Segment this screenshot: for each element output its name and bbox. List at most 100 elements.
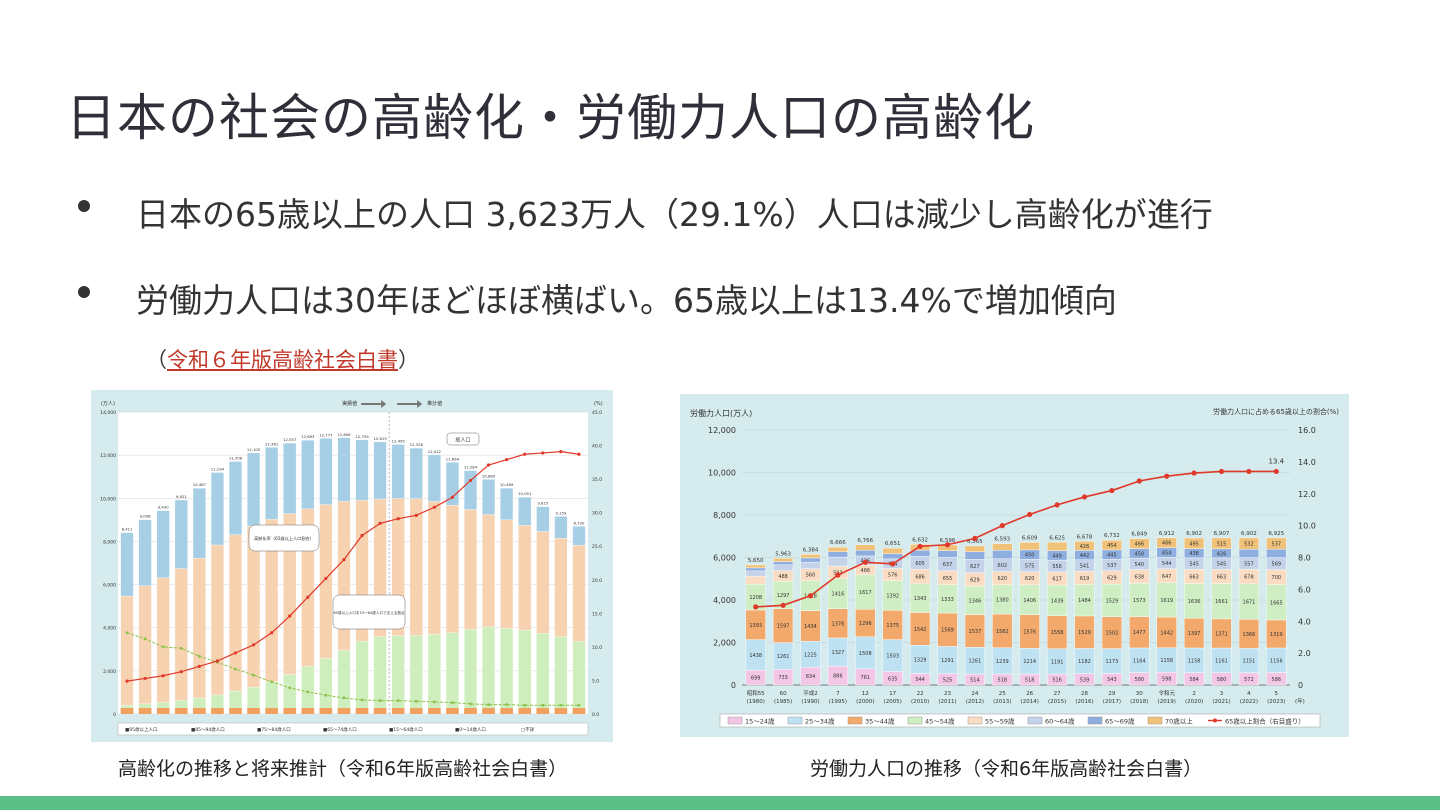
bar-segment-15-64 <box>464 509 477 630</box>
segment-value-label: 586 <box>1272 677 1282 683</box>
segment-value-label: 647 <box>1162 574 1172 580</box>
bar-segment-0-14 <box>301 440 315 509</box>
segment-value-label: 514 <box>970 678 980 684</box>
total-label: 8,700 <box>574 520 585 525</box>
bar-segment <box>855 544 876 551</box>
segment-value-label: 1291 <box>941 658 954 664</box>
ratio-point <box>835 572 841 578</box>
segment-value-label: 1438 <box>749 653 762 659</box>
y2-tick-label: 40.0 <box>592 444 602 450</box>
bar-segment <box>992 550 1013 559</box>
bar-segment-0-14 <box>192 488 206 559</box>
segment-value-label: 544 <box>915 677 925 683</box>
segment-value-label: 450 <box>1025 553 1035 559</box>
segment-value-label: 1346 <box>969 598 982 604</box>
segment-value-label: 761 <box>861 675 871 681</box>
x-tick-label-year: (2016) <box>1075 699 1093 705</box>
segment-value-label: 580 <box>1217 677 1227 683</box>
y2-tick-label: 2.0 <box>1298 649 1311 658</box>
aging-rate-point <box>306 595 310 599</box>
segment-value-label: 1375 <box>886 623 899 629</box>
y-tick-label: 14,000 <box>100 410 116 416</box>
bar-segment-0-14 <box>283 442 297 514</box>
total-label: 11,194 <box>211 467 225 472</box>
total-label: 6,651 <box>885 541 901 547</box>
total-label: 9,921 <box>176 494 187 499</box>
ratio-point <box>1136 478 1142 484</box>
aging-rate-line <box>126 450 580 682</box>
segment-value-label: 1597 <box>777 624 790 630</box>
support-ratio-point <box>577 703 581 707</box>
total-label: 10,469 <box>500 482 514 487</box>
bar-segment-elderly-base <box>211 708 224 714</box>
bar-segment-elderly-base <box>337 708 351 714</box>
segment-value-label: 495 <box>1189 541 1199 547</box>
segment-value-label: 700 <box>1272 575 1282 581</box>
support-ratio-point <box>288 686 292 690</box>
segment-value-label: 637 <box>943 562 953 568</box>
total-label: 6,678 <box>1077 534 1093 540</box>
bar-segment <box>1266 537 1287 550</box>
x-tick-label-year: (2000) <box>856 699 874 705</box>
segment-value-label: 1327 <box>832 650 845 656</box>
segment-value-label: 466 <box>1162 541 1172 547</box>
bar-segment-0-14 <box>427 454 441 502</box>
total-label: 6,907 <box>1214 531 1230 537</box>
segment-value-label: 635 <box>888 676 898 682</box>
segment-value-label: 1661 <box>1215 599 1228 605</box>
bar-segment-65plus <box>482 626 496 715</box>
bar-segment-65plus <box>500 628 514 715</box>
support-ratio-point <box>523 703 527 707</box>
bullet-item: 労働力人口は30年ほどほぼ横ばい。65歳以上は13.4%で増加傾向 <box>78 274 1213 360</box>
segment-value-label: 1529 <box>1078 630 1091 636</box>
total-label: 12,693 <box>301 434 315 439</box>
callout-support-box <box>332 594 406 630</box>
support-ratio-point <box>432 700 436 704</box>
y-tick-label: 8,000 <box>713 511 736 520</box>
segment-value-label: 466 <box>861 568 871 574</box>
source-link[interactable]: 令和６年版高齢社会白書 <box>167 348 398 372</box>
bar-segment-0-14 <box>554 516 568 539</box>
aging-rate-point <box>233 651 238 655</box>
segment-value-label: 1158 <box>1188 658 1201 664</box>
bar-segment-0-14 <box>156 510 170 578</box>
support-ratio-point <box>252 673 255 677</box>
bar-segment-15-64 <box>536 531 550 634</box>
ratio-point <box>1109 487 1115 494</box>
bar-segment <box>1101 540 1122 551</box>
y2-tick-label: 25.0 <box>592 544 602 550</box>
segment-value-label: 1508 <box>859 651 872 657</box>
total-label: 12,615 <box>373 436 387 441</box>
segment-value-label: 1617 <box>859 590 872 596</box>
bar-segment <box>964 551 985 560</box>
segment-value-label: 1576 <box>1023 629 1036 635</box>
segment-value-label: 1503 <box>886 654 899 660</box>
bar-segment <box>964 545 985 553</box>
chart-legend: 15～24歳 25～34歳 35～44歳 45～54歳 55～59歳 60～64歳 65～6… <box>719 713 1321 728</box>
segment-value-label: 544 <box>1162 561 1172 567</box>
aging-rate-point <box>215 659 220 663</box>
bar-segment-15-64 <box>120 595 134 706</box>
bar-segment <box>992 543 1013 551</box>
bar-segment-0-14 <box>482 479 496 515</box>
y2-tick-label: 5.0 <box>592 678 599 684</box>
bar-segment-elderly-base <box>554 708 568 714</box>
y2-tick-label: 45.0 <box>592 410 602 416</box>
bar-segment <box>827 551 848 558</box>
aging-rate-point <box>523 452 527 456</box>
aging-rate-point <box>468 478 473 483</box>
bar-segment-elderly-base <box>500 708 513 714</box>
y-axis-label: 労働力人口(万人) <box>690 408 752 418</box>
total-label: 10,467 <box>193 482 207 487</box>
support-ratio-point <box>324 693 328 697</box>
legend-label: 65～69歳 <box>1105 717 1135 726</box>
segment-value-label: 1393 <box>749 623 762 629</box>
total-label: 6,625 <box>1049 535 1065 541</box>
right-chart-caption: 労働力人口の推移（令和6年版高齢社会白書） <box>810 758 1203 780</box>
y-tick-label: 4,000 <box>103 626 116 632</box>
y-tick-label: 10,000 <box>100 496 116 502</box>
bar-segment-15-64 <box>500 519 514 629</box>
ratio-point <box>1273 468 1279 475</box>
bar-segment-elderly-base <box>518 708 532 714</box>
total-label: 6,766 <box>857 538 873 544</box>
